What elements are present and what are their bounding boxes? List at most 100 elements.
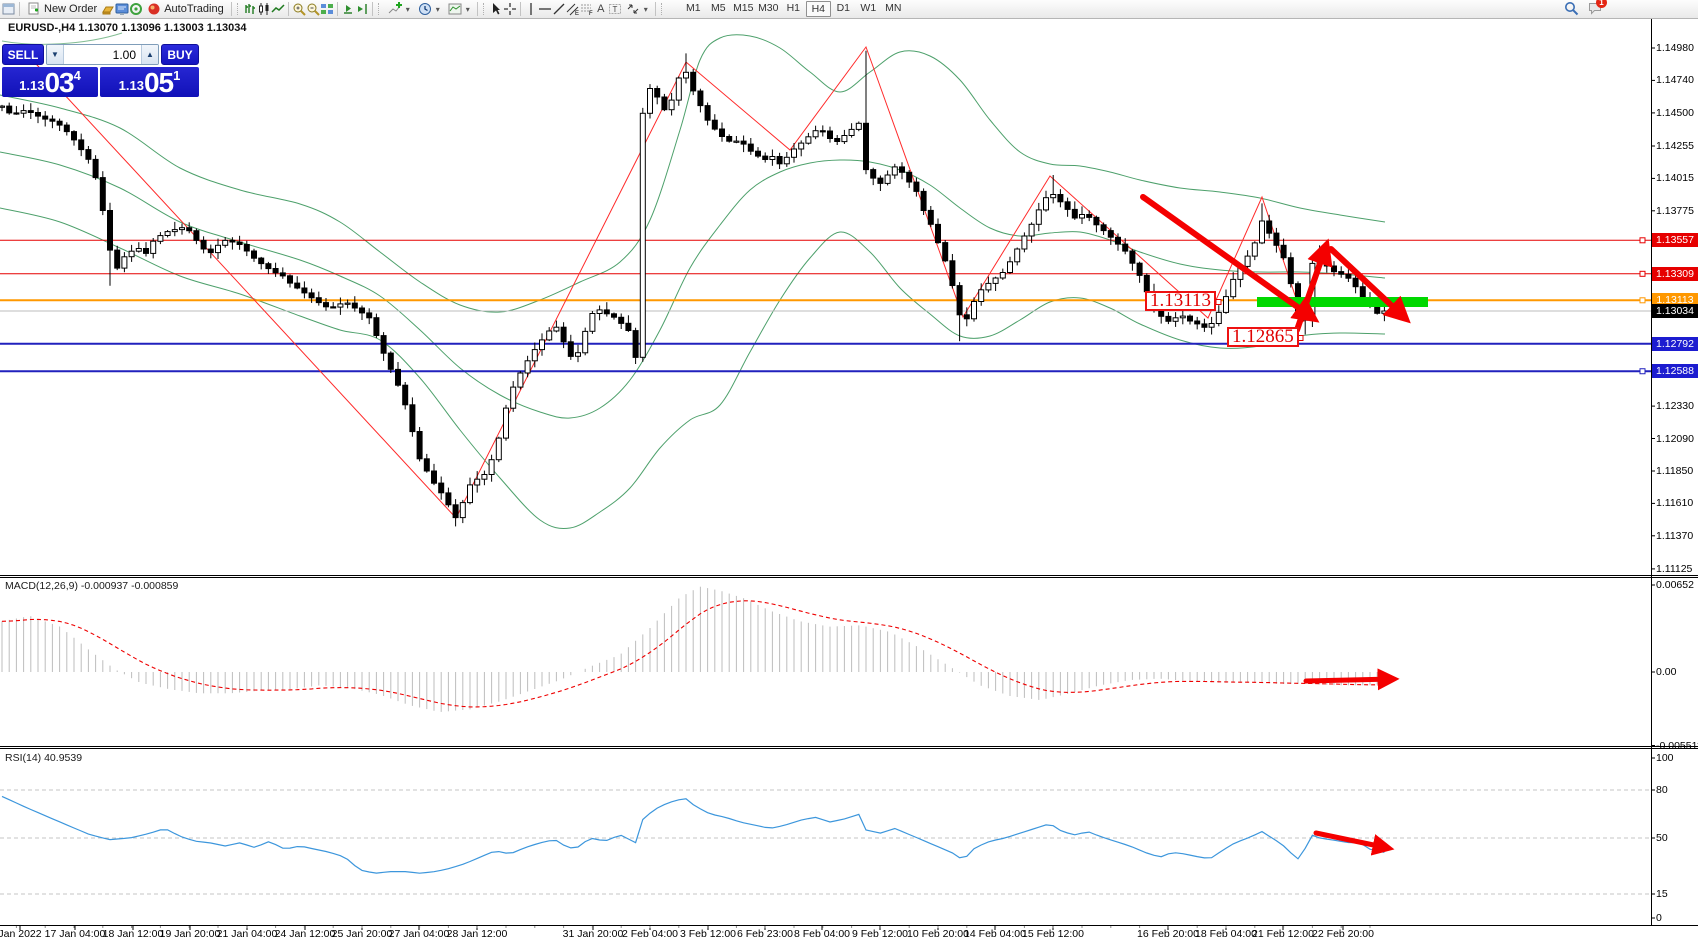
candlestick-chart-icon[interactable] <box>257 2 271 16</box>
time-tick-label: 18 Jan 12:00 <box>102 928 164 940</box>
chevron-down-icon: ▾ <box>435 4 440 14</box>
macd-tick-label: 0.00 <box>1656 666 1677 678</box>
timeframe-button-m5[interactable]: M5 <box>710 2 726 14</box>
timeframe-group: M1 M5 M15 M30 H1 H4 D1 W1 MN <box>681 1 906 17</box>
sell-price-big: 03 <box>44 67 74 98</box>
time-tick-label: 28 Jan 12:00 <box>446 928 508 940</box>
chat-icon[interactable]: 1 <box>1588 0 1607 15</box>
rsi-tick-label: 80 <box>1656 784 1668 796</box>
level-annotation-1.12865[interactable]: 1.12865 <box>1227 327 1299 347</box>
notification-badge: 1 <box>1596 0 1607 8</box>
timeframe-button-m1[interactable]: M1 <box>685 2 701 14</box>
price-level-badge: 1.13309 <box>1652 266 1698 281</box>
crosshair-icon[interactable] <box>503 2 517 16</box>
zoom-in-icon[interactable] <box>292 2 306 16</box>
price-tick-label: 1.12090 <box>1656 432 1694 445</box>
price-tick-label: 1.11850 <box>1656 464 1694 477</box>
auto-scroll-icon[interactable] <box>341 2 355 16</box>
templates-icon <box>448 2 462 16</box>
symbol-info: EURUSD-,H4 1.13070 1.13096 1.13003 1.130… <box>8 22 247 34</box>
price-tick-label: 1.14980 <box>1656 42 1694 54</box>
search-icon[interactable] <box>1564 1 1579 16</box>
timeframe-button-mn[interactable]: MN <box>885 2 902 14</box>
vertical-line-icon[interactable] <box>524 2 538 16</box>
price-tick-label: 1.11370 <box>1656 529 1694 542</box>
time-tick-label: 31 Jan 20:00 <box>562 928 624 940</box>
gold-icon[interactable] <box>101 2 115 16</box>
indicators-button[interactable]: ▾ <box>384 1 414 18</box>
autotrading-icon <box>147 2 161 16</box>
timeframe-button-m30[interactable]: M30 <box>758 2 779 14</box>
line-chart-icon[interactable] <box>271 2 285 16</box>
price-level-badge: 1.13113 <box>1652 293 1698 308</box>
price-level-badge: 1.12792 <box>1652 336 1698 351</box>
macd-tick-label: 0.00652 <box>1656 578 1694 591</box>
volume-input[interactable] <box>64 45 141 64</box>
timeframe-button-m15[interactable]: M15 <box>733 2 754 14</box>
volume-increase-button[interactable]: ▲ <box>141 45 158 64</box>
price-tick-label: 1.14740 <box>1656 74 1694 87</box>
trendline-icon[interactable] <box>552 2 566 16</box>
time-tick-label: 6 Feb 23:00 <box>736 928 794 940</box>
time-tick-label: 2 Feb 04:00 <box>621 928 679 940</box>
buy-price-prefix: 1.13 <box>118 78 144 93</box>
cursor-icon[interactable] <box>489 2 503 16</box>
shapes-button[interactable]: ▾ <box>622 1 652 18</box>
chevron-down-icon: ▾ <box>405 4 410 14</box>
templates-button[interactable]: ▾ <box>444 1 474 18</box>
new-order-icon <box>27 2 41 16</box>
time-tick-label: 14 Feb 04:00 <box>964 928 1026 940</box>
time-tick-label: 19 Jan 20:00 <box>159 928 221 940</box>
autotrading-button[interactable]: AutoTrading <box>143 1 228 18</box>
buy-button[interactable]: BUY <box>161 44 199 65</box>
price-level-badge: 1.13034 <box>1652 303 1698 318</box>
timeframe-button-d1[interactable]: D1 <box>836 2 850 14</box>
label-icon[interactable]: T <box>608 2 622 16</box>
sell-button[interactable]: SELL <box>2 44 44 65</box>
price-level-badge: 1.12588 <box>1652 364 1698 379</box>
price-tick-label: 1.11125 <box>1656 562 1693 575</box>
buy-price-pipette: 1 <box>173 68 181 83</box>
horizontal-line-icon[interactable] <box>538 2 552 16</box>
sell-price-pipette: 4 <box>73 68 81 83</box>
new-order-button[interactable]: New Order <box>23 1 101 18</box>
webinar-icon[interactable] <box>129 2 143 16</box>
text-icon[interactable]: A <box>597 3 605 15</box>
timeframe-button-w1[interactable]: W1 <box>860 2 877 14</box>
volume-stepper: ▼ ▲ <box>46 44 159 65</box>
channel-icon[interactable]: E <box>566 2 580 17</box>
timeframe-button-h1[interactable]: H1 <box>786 2 800 14</box>
rsi-tick-label: 15 <box>1656 888 1668 900</box>
time-tick-label: 25 Jan 20:00 <box>331 928 393 940</box>
time-tick-label: 17 Jan 04:00 <box>44 928 106 940</box>
timeframe-button-h4[interactable]: H4 <box>805 1 831 17</box>
price-tick-label: 1.12330 <box>1656 400 1694 413</box>
terminal-icon[interactable] <box>115 2 129 16</box>
window-icon[interactable] <box>2 2 16 16</box>
rsi-tick-label: 100 <box>1656 752 1674 764</box>
shift-chart-icon[interactable] <box>355 2 369 16</box>
time-tick-label: 21 Feb 12:00 <box>1252 928 1314 940</box>
svg-text:F: F <box>589 11 593 16</box>
rsi-tick-label: 50 <box>1656 832 1668 844</box>
level-annotation-1.13113[interactable]: 1.13113 <box>1145 291 1217 311</box>
zoom-out-icon[interactable] <box>306 2 320 16</box>
macd-tick-label: -0.005511 <box>1656 739 1698 752</box>
periods-button[interactable]: ▾ <box>414 1 444 18</box>
svg-text:T: T <box>612 5 617 14</box>
sell-price-display[interactable]: 1.13 03 4 <box>2 67 98 97</box>
chevron-down-icon: ▾ <box>465 4 470 14</box>
buy-price-display[interactable]: 1.13 05 1 <box>100 67 199 97</box>
fibonacci-icon[interactable]: F <box>580 2 594 17</box>
autotrading-label: AutoTrading <box>164 3 224 15</box>
bar-chart-icon[interactable] <box>243 2 257 16</box>
rsi-indicator-label: RSI(14) 40.9539 <box>5 752 83 764</box>
time-tick-label: 10 Feb 20:00 <box>907 928 969 940</box>
price-tick-label: 1.14015 <box>1656 172 1694 185</box>
tile-windows-icon[interactable] <box>320 2 334 16</box>
time-tick-label: 24 Jan 12:00 <box>274 928 336 940</box>
volume-decrease-button[interactable]: ▼ <box>47 45 64 64</box>
